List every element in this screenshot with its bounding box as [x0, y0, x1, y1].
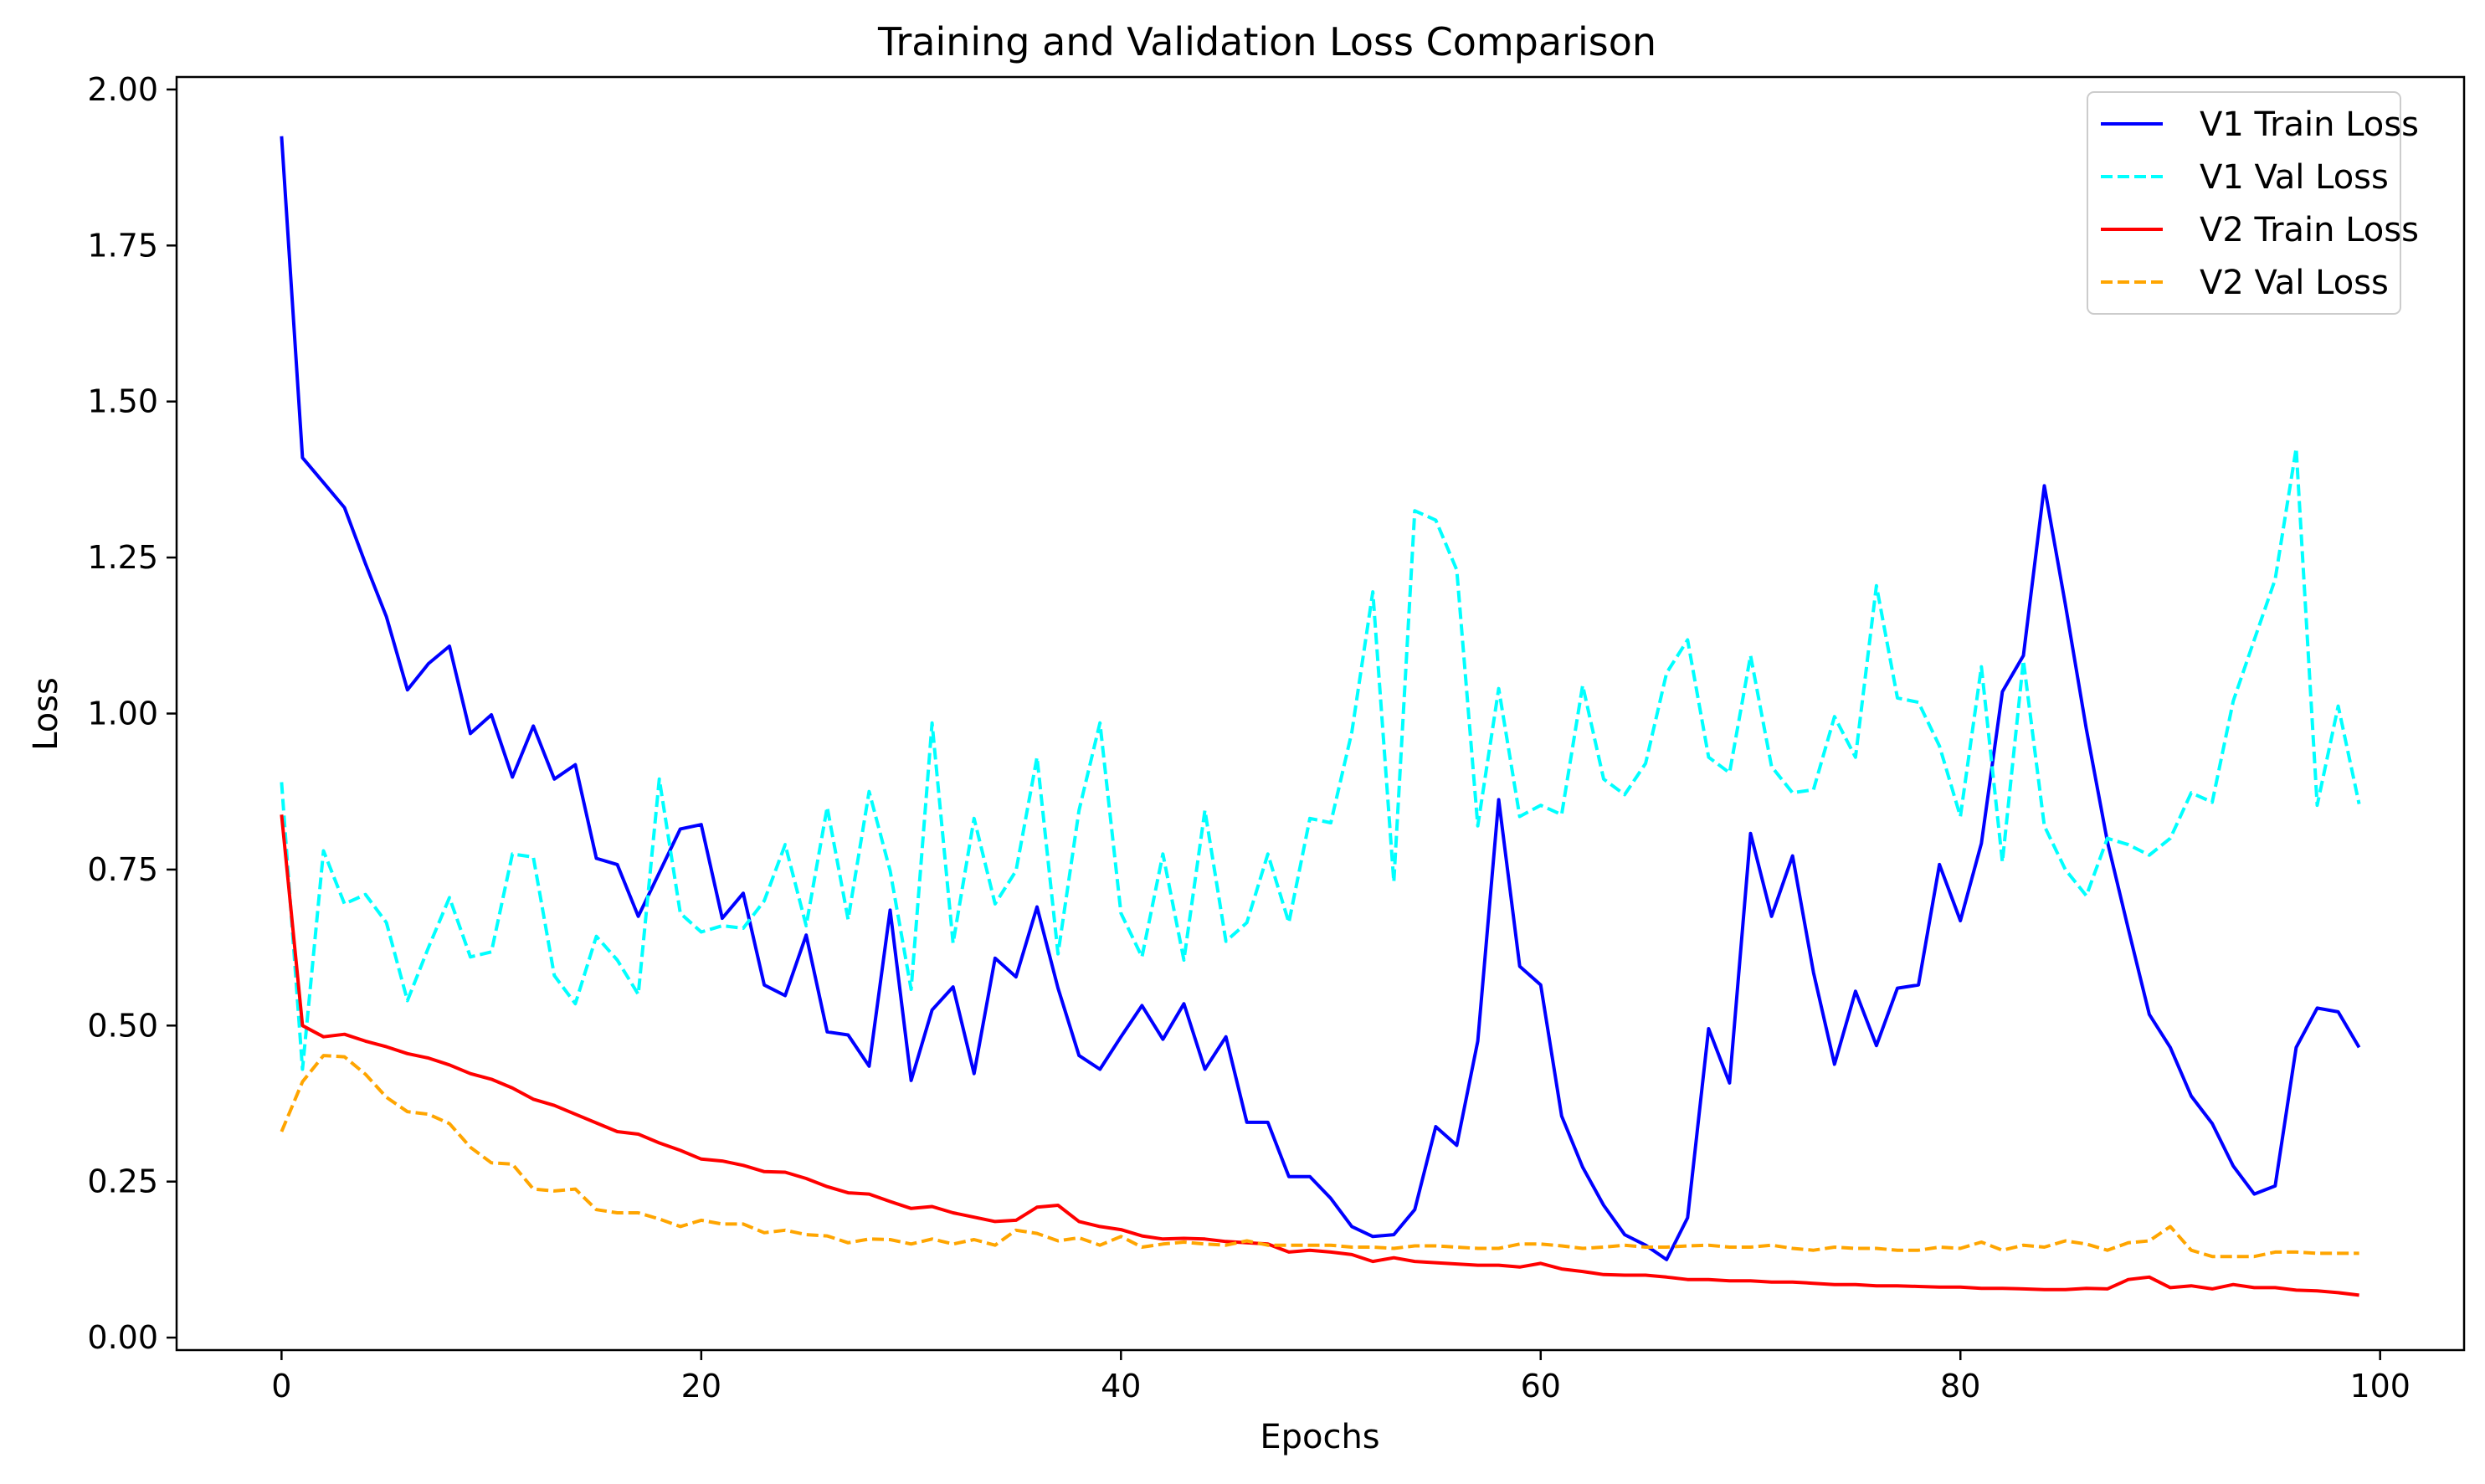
- y-tick-label: 1.50: [87, 383, 158, 420]
- y-tick-label: 1.25: [87, 539, 158, 576]
- y-tick-label: 0.75: [87, 851, 158, 888]
- x-tick-label: 20: [681, 1368, 721, 1404]
- y-tick-label: 1.00: [87, 696, 158, 732]
- series-line-v1-val-loss: [280, 446, 2361, 1071]
- chart-title: Training and Validation Loss Comparison: [877, 19, 1656, 64]
- series-line-v2-val-loss: [280, 1054, 2359, 1259]
- legend-box: [2087, 91, 2401, 315]
- legend-label: V2 Val Loss: [2200, 264, 2389, 302]
- series-line-v1-train-loss: [280, 136, 2361, 1261]
- x-tick-label: 40: [1101, 1368, 1141, 1404]
- legend-label: V2 Train Loss: [2200, 211, 2419, 249]
- y-tick-label: 0.50: [87, 1007, 158, 1044]
- y-ticks: 0.00 0.25 0.50 0.75 1.00 1.25 1.50 1.75 2.00: [87, 71, 177, 1356]
- x-tick-label: 60: [1521, 1368, 1561, 1404]
- y-axis-title: Loss: [27, 677, 65, 751]
- series-lines: [280, 136, 2361, 1297]
- series-line-v2-train-loss: [280, 814, 2359, 1297]
- x-tick-label: 0: [271, 1368, 291, 1404]
- x-tick-label: 100: [2349, 1368, 2411, 1404]
- x-tick-label: 80: [1940, 1368, 1980, 1404]
- y-tick-label: 0.00: [87, 1319, 158, 1356]
- legend-label: V1 Val Loss: [2200, 158, 2389, 197]
- x-axis-title: Epochs: [1260, 1418, 1379, 1456]
- legend-label: V1 Train Loss: [2200, 105, 2419, 144]
- y-tick-label: 2.00: [87, 71, 158, 108]
- legend: V1 Train Loss V1 Val Loss V2 Train Loss V2 …: [2087, 91, 2419, 315]
- y-tick-label: 1.75: [87, 227, 158, 264]
- y-tick-label: 0.25: [87, 1163, 158, 1200]
- x-ticks: 0 20 40 60 80 100: [271, 1350, 2411, 1404]
